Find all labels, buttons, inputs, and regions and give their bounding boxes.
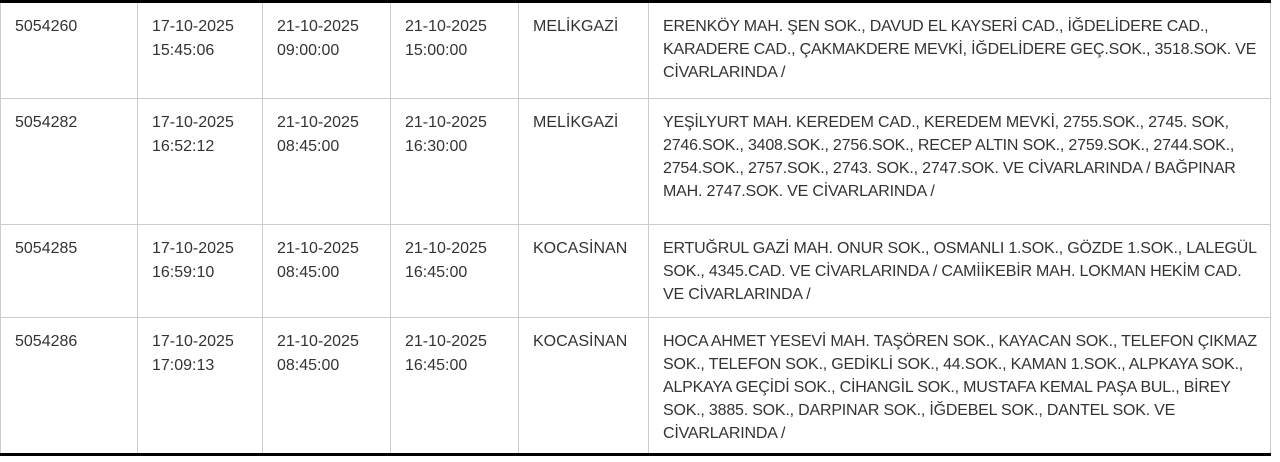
end-datetime-cell: 21-10-2025 16:30:00 [390,98,519,225]
record-date: 17-10-2025 [152,114,234,131]
start-time: 08:45:00 [277,357,340,374]
areas-cell: ERENKÖY MAH. ŞEN SOK., DAVUD EL KAYSERİ … [648,1,1271,99]
district-cell: MELİKGAZİ [518,98,649,225]
record-datetime-cell: 17-10-2025 15:45:06 [137,1,263,99]
outage-table-body: 5054260 17-10-2025 15:45:06 21-10-2025 0… [0,1,1271,455]
record-datetime-cell: 17-10-2025 17:09:13 [137,317,263,455]
outage-id-cell: 5054285 [0,224,138,318]
areas-cell: YEŞİLYURT MAH. KEREDEM CAD., KEREDEM MEV… [648,98,1271,225]
end-time: 16:45:00 [405,264,468,281]
end-date: 21-10-2025 [405,240,487,257]
record-time: 16:59:10 [152,264,215,281]
district-cell: KOCASİNAN [518,317,649,455]
start-datetime-cell: 21-10-2025 08:45:00 [262,98,391,225]
end-datetime-cell: 21-10-2025 15:00:00 [390,1,519,99]
outage-id-cell: 5054282 [0,98,138,225]
record-date: 17-10-2025 [152,240,234,257]
start-datetime-cell: 21-10-2025 08:45:00 [262,317,391,455]
record-time: 15:45:06 [152,42,215,59]
start-datetime-cell: 21-10-2025 08:45:00 [262,224,391,318]
end-datetime-cell: 21-10-2025 16:45:00 [390,224,519,318]
table-row: 5054282 17-10-2025 16:52:12 21-10-2025 0… [0,98,1271,225]
table-row: 5054285 17-10-2025 16:59:10 21-10-2025 0… [0,224,1271,318]
outage-id-cell: 5054260 [0,1,138,99]
end-date: 21-10-2025 [405,114,487,131]
end-date: 21-10-2025 [405,18,487,35]
start-time: 09:00:00 [277,42,340,59]
start-datetime-cell: 21-10-2025 09:00:00 [262,1,391,99]
district-cell: KOCASİNAN [518,224,649,318]
district-cell: MELİKGAZİ [518,1,649,99]
end-time: 16:30:00 [405,138,468,155]
start-date: 21-10-2025 [277,333,359,350]
table-row: 5054286 17-10-2025 17:09:13 21-10-2025 0… [0,317,1271,455]
outage-id-cell: 5054286 [0,317,138,455]
areas-cell: ERTUĞRUL GAZİ MAH. ONUR SOK., OSMANLI 1.… [648,224,1271,318]
areas-cell: HOCA AHMET YESEVİ MAH. TAŞÖREN SOK., KAY… [648,317,1271,455]
end-date: 21-10-2025 [405,333,487,350]
record-datetime-cell: 17-10-2025 16:59:10 [137,224,263,318]
end-time: 15:00:00 [405,42,468,59]
end-datetime-cell: 21-10-2025 16:45:00 [390,317,519,455]
record-date: 17-10-2025 [152,18,234,35]
end-time: 16:45:00 [405,357,468,374]
start-date: 21-10-2025 [277,240,359,257]
start-time: 08:45:00 [277,138,340,155]
start-date: 21-10-2025 [277,18,359,35]
record-time: 16:52:12 [152,138,215,155]
table-row: 5054260 17-10-2025 15:45:06 21-10-2025 0… [0,1,1271,99]
record-datetime-cell: 17-10-2025 16:52:12 [137,98,263,225]
record-time: 17:09:13 [152,357,215,374]
start-time: 08:45:00 [277,264,340,281]
record-date: 17-10-2025 [152,333,234,350]
start-date: 21-10-2025 [277,114,359,131]
